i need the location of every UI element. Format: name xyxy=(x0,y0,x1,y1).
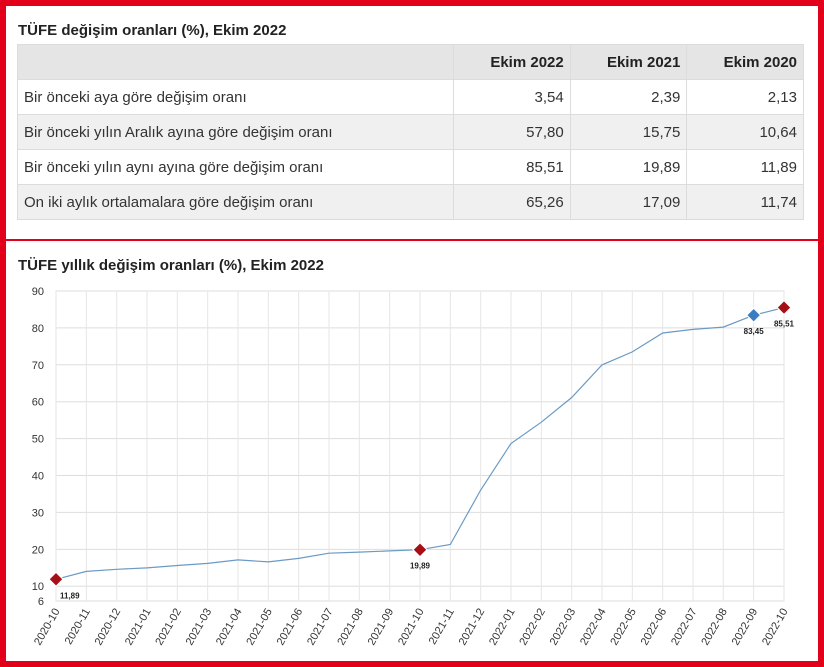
x-tick-label: 2022-07 xyxy=(669,607,700,648)
table-cell: 2,13 xyxy=(686,79,804,115)
table-cell: 11,89 xyxy=(686,149,804,185)
table-header-row: Ekim 2022 Ekim 2021 Ekim 2020 xyxy=(16,44,804,80)
table-row: Bir önceki aya göre değişim oranı 3,54 2… xyxy=(16,79,804,115)
table-cell: 17,09 xyxy=(569,184,688,220)
line-chart: 11,89 19,89 83,45 85,51 6 10 20 30 40 50 60 70 80 90… xyxy=(32,286,795,648)
y-tick-label: 70 xyxy=(32,360,44,372)
table-cell: 3,54 xyxy=(453,79,571,115)
column-header-2020: Ekim 2020 xyxy=(686,44,804,80)
x-tick-label: 2021-01 xyxy=(123,607,154,648)
chart-title: TÜFE yıllık değişim oranları (%), Ekim 2… xyxy=(18,257,324,274)
x-tick-label: 2021-09 xyxy=(366,607,397,648)
table-row: Bir önceki yılın Aralık ayına göre değiş… xyxy=(16,114,804,150)
column-header-2021: Ekim 2021 xyxy=(569,44,688,80)
x-tick-label: 2021-04 xyxy=(214,607,245,648)
x-tick-label: 2020-11 xyxy=(63,607,93,647)
highlight-marker xyxy=(745,307,762,324)
data-label: 85,51 xyxy=(774,320,795,329)
x-tick-label: 2022-02 xyxy=(517,607,548,648)
y-tick-label: 6 xyxy=(38,596,44,608)
y-tick-label: 10 xyxy=(32,581,44,593)
x-tick-label: 2021-10 xyxy=(396,607,427,648)
x-tick-label: 2020-10 xyxy=(32,607,63,648)
table-cell: 57,80 xyxy=(453,114,571,150)
chart-markers: 11,89 19,89 83,45 85,51 xyxy=(48,299,795,600)
x-tick-label: 2021-08 xyxy=(335,607,366,648)
y-tick-label: 60 xyxy=(32,397,44,409)
table-cell: 2,39 xyxy=(569,79,688,115)
column-header-2022: Ekim 2022 xyxy=(453,44,571,80)
table-row: On iki aylık ortalamalara göre değişim o… xyxy=(16,184,804,220)
data-label: 11,89 xyxy=(60,591,80,600)
x-tick-label: 2021-02 xyxy=(153,607,184,648)
row-label: Bir önceki yılın Aralık ayına göre değiş… xyxy=(16,114,455,150)
table-cell: 19,89 xyxy=(569,149,688,185)
y-tick-label: 50 xyxy=(32,434,44,446)
x-tick-label: 2021-05 xyxy=(244,607,275,648)
x-tick-label: 2022-08 xyxy=(699,607,730,648)
x-tick-label: 2021-03 xyxy=(184,607,215,648)
table-cell: 11,74 xyxy=(686,184,804,220)
x-tick-label: 2021-11 xyxy=(427,607,457,647)
chart-x-grid xyxy=(55,291,785,601)
table-cell: 10,64 xyxy=(686,114,804,150)
x-tick-label: 2021-12 xyxy=(457,607,488,648)
row-label: On iki aylık ortalamalara göre değişim o… xyxy=(16,184,455,220)
x-tick-label: 2022-10 xyxy=(760,607,791,648)
x-tick-label: 2022-05 xyxy=(608,607,639,648)
highlight-marker xyxy=(776,299,792,316)
table-cell: 85,51 xyxy=(453,149,571,185)
highlight-marker xyxy=(48,571,64,588)
row-label: Bir önceki aya göre değişim oranı xyxy=(16,79,455,115)
x-tick-label: 2022-04 xyxy=(578,607,609,648)
table-row: Bir önceki yılın aynı ayına göre değişim… xyxy=(16,149,804,185)
x-tick-label: 2022-03 xyxy=(548,607,579,648)
x-axis-ticks: 2020-10 2020-11 2020-12 2021-01 2021-02 2021-… xyxy=(32,607,791,648)
column-header-label xyxy=(16,44,455,80)
y-tick-label: 80 xyxy=(32,323,44,335)
x-tick-label: 2020-12 xyxy=(93,607,124,648)
data-label: 83,45 xyxy=(744,327,765,336)
y-tick-label: 40 xyxy=(32,471,44,483)
table-title: TÜFE değişim oranları (%), Ekim 2022 xyxy=(18,22,287,39)
x-tick-label: 2022-06 xyxy=(639,607,670,648)
x-tick-label: 2021-07 xyxy=(305,607,336,648)
inflation-table: Ekim 2022 Ekim 2021 Ekim 2020 Bir önceki… xyxy=(16,44,804,220)
highlight-marker xyxy=(412,541,428,558)
x-tick-label: 2022-01 xyxy=(487,607,518,648)
data-label: 19,89 xyxy=(410,562,431,571)
x-tick-label: 2022-09 xyxy=(730,607,761,648)
section-divider xyxy=(6,239,818,241)
y-tick-label: 20 xyxy=(32,544,44,556)
table-cell: 15,75 xyxy=(569,114,688,150)
y-tick-label: 90 xyxy=(32,286,44,298)
row-label: Bir önceki yılın aynı ayına göre değişim… xyxy=(16,149,455,185)
y-tick-label: 30 xyxy=(32,507,44,519)
y-axis-ticks: 6 10 20 30 40 50 60 70 80 90 xyxy=(32,286,44,608)
x-tick-label: 2021-06 xyxy=(275,607,306,648)
table-cell: 65,26 xyxy=(453,184,571,220)
